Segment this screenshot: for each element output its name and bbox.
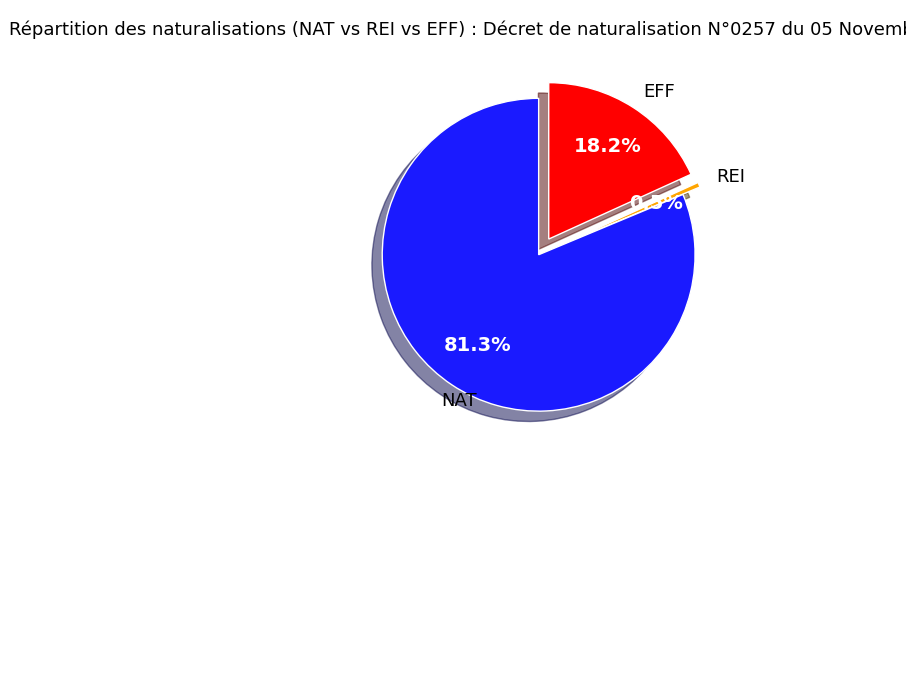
Text: 0.5%: 0.5% — [629, 194, 683, 213]
Wedge shape — [382, 98, 695, 411]
Wedge shape — [549, 82, 691, 239]
Wedge shape — [555, 182, 700, 247]
Text: REI: REI — [717, 168, 746, 186]
Text: NAT: NAT — [441, 392, 477, 410]
Text: Répartition des naturalisations (NAT vs REI vs EFF) : Décret de naturalisation N: Répartition des naturalisations (NAT vs … — [9, 21, 906, 40]
Text: 81.3%: 81.3% — [444, 336, 512, 355]
Text: EFF: EFF — [643, 83, 675, 101]
Text: 18.2%: 18.2% — [574, 138, 641, 156]
